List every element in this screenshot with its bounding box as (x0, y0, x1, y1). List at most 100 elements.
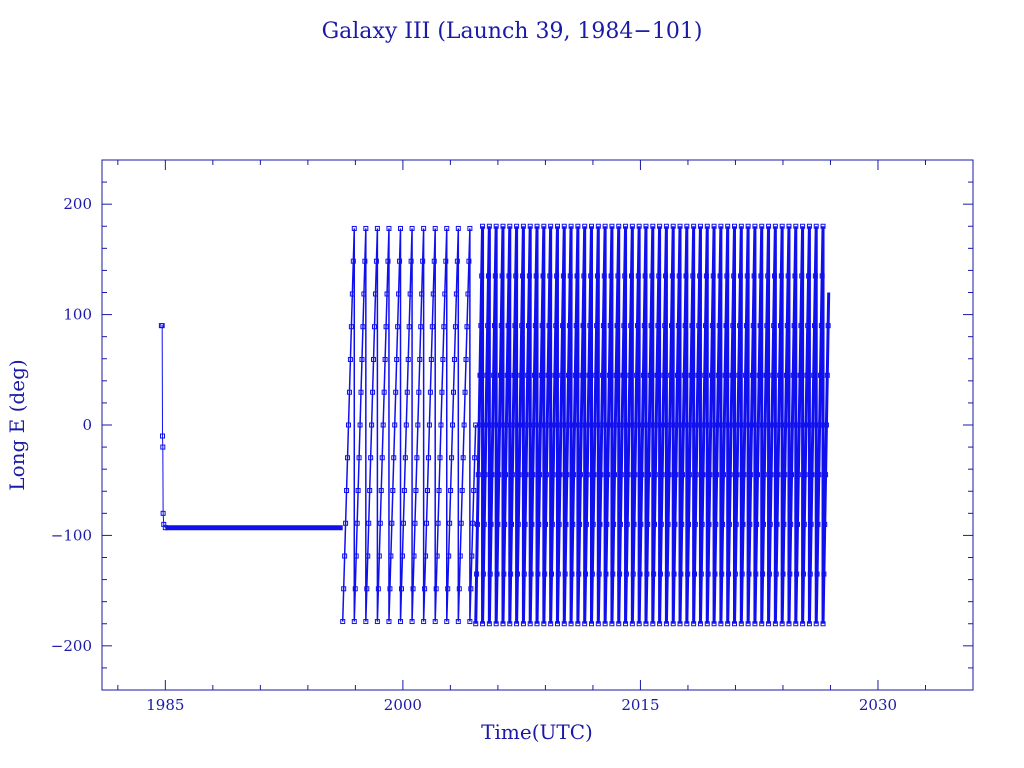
series-point (440, 356, 446, 362)
series-point (694, 422, 700, 428)
series-point (444, 225, 450, 231)
series-line-drift-2 (474, 226, 831, 624)
series-point (475, 472, 481, 478)
series-point (411, 553, 417, 559)
series-point (422, 586, 428, 592)
series-point (558, 422, 564, 428)
series-point (366, 520, 372, 526)
series-point (708, 422, 714, 428)
series-point (502, 521, 508, 527)
series-point (591, 472, 597, 478)
series-point (395, 324, 401, 330)
series-point (450, 422, 456, 428)
series-point (806, 223, 812, 229)
series-point (383, 324, 389, 330)
series-point (714, 422, 720, 428)
series-point (525, 372, 531, 378)
series-point (374, 619, 380, 625)
series-point (752, 621, 758, 627)
series-point (631, 521, 637, 527)
series-point (803, 422, 809, 428)
series-point (764, 323, 770, 329)
series-point (603, 571, 609, 577)
series-point (725, 621, 731, 627)
series-point (526, 323, 532, 329)
series-point (478, 323, 484, 329)
series-point (548, 223, 554, 229)
series-point (699, 521, 705, 527)
series-point (547, 273, 553, 279)
series-point (610, 571, 616, 577)
series-point (497, 372, 503, 378)
series-point (427, 389, 433, 395)
series-point (742, 422, 748, 428)
series-point (544, 422, 550, 428)
series-point (374, 225, 380, 231)
series-point (705, 571, 711, 577)
series-point (633, 422, 639, 428)
series-point (670, 621, 676, 627)
series-point (555, 571, 561, 577)
series-point (659, 472, 665, 478)
series-point (511, 372, 517, 378)
series-point (657, 223, 663, 229)
series-point (623, 621, 629, 627)
series-point (586, 372, 592, 378)
series-point (790, 372, 796, 378)
series-point (520, 621, 526, 627)
series-point (788, 521, 794, 527)
series-point (495, 521, 501, 527)
series-point (535, 571, 541, 577)
series-point (559, 372, 565, 378)
y-tick-label: 0 (82, 416, 92, 434)
series-point (521, 571, 527, 577)
series-point (449, 455, 455, 461)
series-point (767, 521, 773, 527)
series-point (640, 372, 646, 378)
series-point (588, 273, 594, 279)
series-point (428, 356, 434, 362)
series-point (772, 223, 778, 229)
series-point (617, 571, 623, 577)
series-point (622, 273, 628, 279)
series-point (720, 472, 726, 478)
series-point (561, 223, 567, 229)
series-point (421, 619, 427, 625)
series-point (766, 621, 772, 627)
series-point (665, 521, 671, 527)
series-point (754, 521, 760, 527)
series-point (762, 422, 768, 428)
series-point (823, 422, 829, 428)
series-point (430, 291, 436, 297)
series-point (574, 273, 580, 279)
series-point (820, 621, 826, 627)
series-point (160, 510, 166, 516)
series-point (371, 356, 377, 362)
series-point (727, 472, 733, 478)
series-point (480, 571, 486, 577)
series-point (534, 223, 540, 229)
series-point (636, 223, 642, 229)
series-point (370, 389, 376, 395)
series-point (454, 258, 460, 264)
series-point (589, 621, 595, 627)
series-point (474, 571, 480, 577)
series-point (709, 372, 715, 378)
series-point (604, 521, 610, 527)
series-point (634, 323, 640, 329)
series-point (347, 356, 353, 362)
series-point (458, 520, 464, 526)
series-point (645, 521, 651, 527)
series-point (691, 621, 697, 627)
series-point (720, 521, 726, 527)
series-point (463, 356, 469, 362)
series-point (732, 621, 738, 627)
series-point (466, 258, 472, 264)
series-point (507, 621, 513, 627)
series-point (405, 356, 411, 362)
series-point (563, 521, 569, 527)
series-point (417, 356, 423, 362)
series-point (541, 621, 547, 627)
series-point (557, 472, 563, 478)
series-point (627, 372, 633, 378)
